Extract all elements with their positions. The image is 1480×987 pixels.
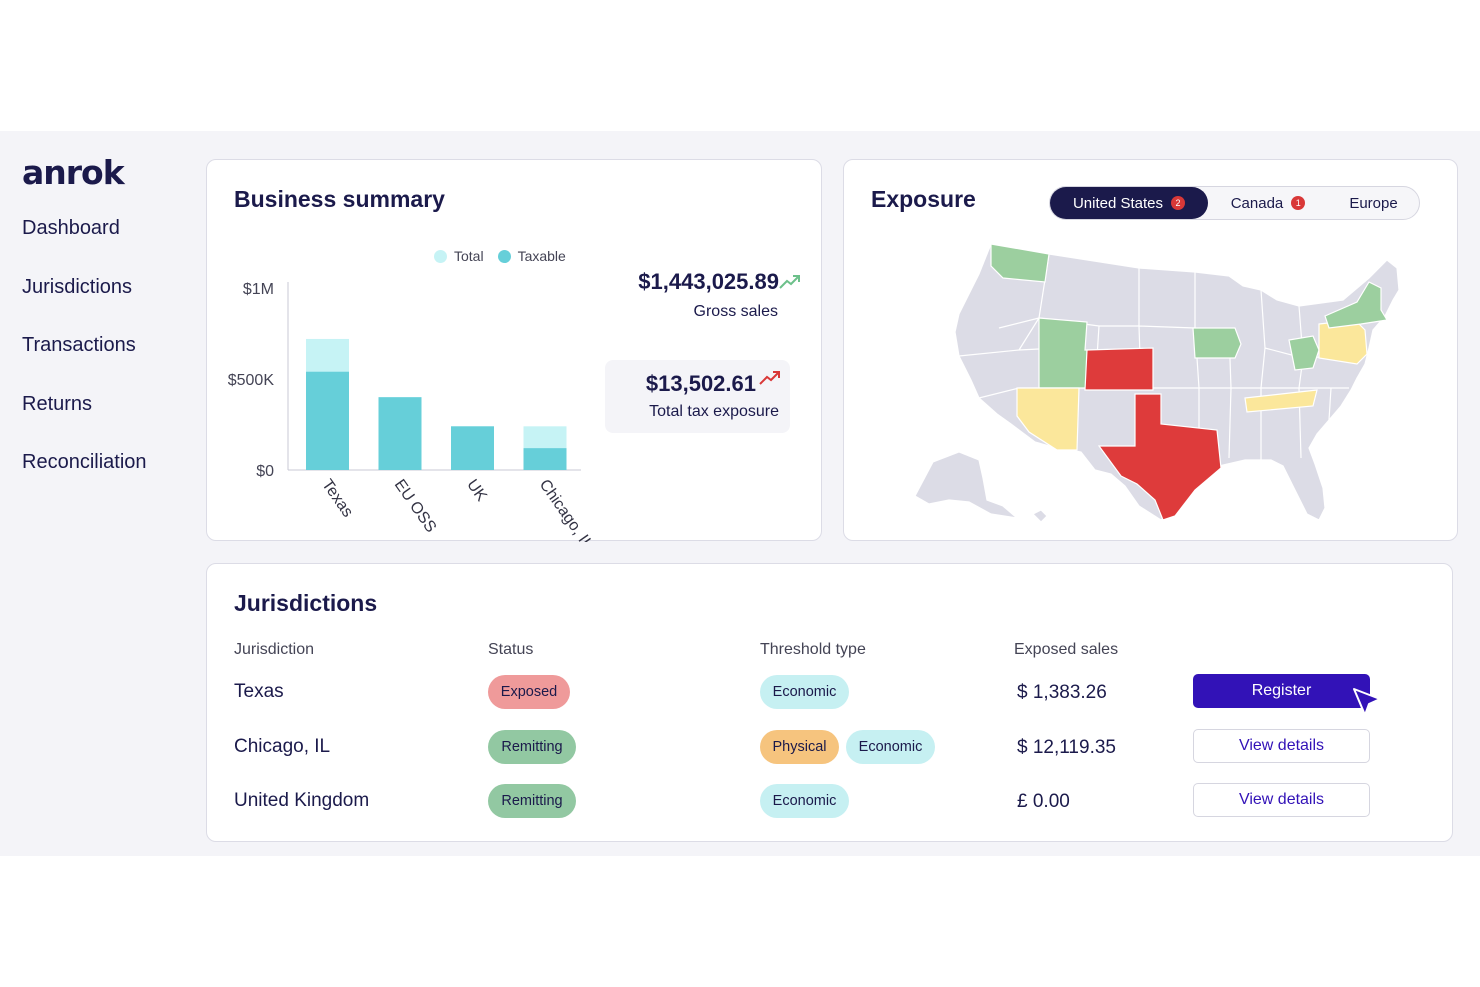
bar-taxable-0 — [306, 371, 349, 470]
state-tennessee-approaching — [1244, 389, 1318, 413]
trend-up-red-icon — [759, 371, 780, 385]
tax-exposure-value: $13,502.61 — [645, 371, 756, 396]
amount-value: 12,119.35 — [1032, 737, 1116, 758]
sidebar-item-dashboard[interactable]: Dashboard — [22, 217, 120, 239]
x-tick-label: Texas — [318, 477, 356, 521]
trend-up-green-icon — [779, 275, 800, 289]
gross-sales-value: $1,443,025.89 — [638, 269, 779, 294]
tab-canada-label: Canada — [1230, 194, 1284, 212]
tab-canada[interactable]: Canada 1 — [1208, 187, 1328, 219]
y-tick-label: $500K — [228, 372, 275, 389]
sidebar-item-transactions[interactable]: Transactions — [22, 334, 136, 356]
business-summary-title: Business summary — [234, 186, 445, 212]
jurisdictions-title: Jurisdictions — [234, 590, 378, 616]
amount-value: 1,383.26 — [1032, 682, 1107, 703]
tab-europe[interactable]: Europe — [1328, 187, 1419, 219]
legend-label-taxable: Taxable — [517, 248, 566, 264]
alaska-shape — [914, 451, 1019, 519]
tab-united-states[interactable]: United States 2 — [1050, 187, 1208, 219]
tab-united-states-label: United States — [1072, 194, 1164, 212]
y-tick-label: $0 — [256, 463, 274, 480]
sidebar-item-jurisdictions[interactable]: Jurisdictions — [22, 275, 133, 298]
col-header-status: Status — [488, 641, 534, 658]
x-tick-label: UK — [463, 477, 490, 505]
threshold-badge: Economic — [760, 675, 849, 709]
view-details-button[interactable]: View details — [1193, 729, 1370, 763]
state-arizona-approaching — [1016, 387, 1080, 451]
exposed-sales-amount: £ 0.00 — [1017, 791, 1070, 813]
exposure-card: Exposure United States 2 Canada 1 Europe — [843, 159, 1458, 541]
jurisdiction-name: Chicago, IL — [234, 736, 331, 757]
register-button[interactable]: Register — [1193, 674, 1370, 708]
state-newyork-registered — [1324, 281, 1388, 329]
tax-exposure-label: Total tax exposure — [649, 403, 779, 420]
table-row: Chicago, IL Remitting Physical Economic … — [207, 728, 1452, 768]
threshold-badge: Economic — [760, 784, 849, 818]
legend-swatch-taxable — [497, 249, 511, 263]
bar-taxable-2 — [451, 426, 494, 470]
app-shell: anrok Dashboard Jurisdictions Transactio… — [0, 131, 1480, 856]
state-texas-exposed — [1097, 393, 1222, 521]
tab-europe-label: Europe — [1349, 194, 1398, 212]
us-map-base — [954, 243, 1400, 521]
jurisdiction-name: United Kingdom — [234, 790, 370, 811]
legend-label-total: Total — [454, 248, 484, 264]
state-iowa-registered — [1192, 327, 1242, 359]
status-badge: Exposed — [488, 675, 570, 709]
col-header-threshold-type: Threshold type — [760, 641, 866, 658]
table-row: United Kingdom Remitting Economic £ 0.00… — [207, 782, 1452, 822]
region-tabs: United States 2 Canada 1 Europe — [1049, 186, 1420, 220]
threshold-badge: Physical — [760, 730, 839, 764]
state-ohio-registered — [1288, 335, 1320, 371]
bar-taxable-1 — [378, 397, 422, 470]
sidebar-item-returns[interactable]: Returns — [22, 392, 93, 415]
exposed-sales-amount: $ 12,119.35 — [1017, 737, 1116, 759]
pointer-cursor-icon — [1353, 688, 1381, 716]
business-summary-card: Business summary Total Taxable $0 $500K $1… — [206, 159, 822, 542]
legend-entry-taxable: Taxable — [497, 248, 566, 264]
status-badge: Remitting — [488, 784, 576, 818]
tab-canada-badge: 1 — [1291, 196, 1306, 210]
threshold-badge: Economic — [846, 730, 935, 764]
hawaii-shape — [1031, 509, 1048, 523]
legend-entry-total: Total — [434, 248, 484, 264]
view-details-button[interactable]: View details — [1193, 783, 1370, 817]
state-washington-registered — [990, 243, 1050, 283]
gross-sales-label: Gross sales — [693, 303, 778, 320]
amount-value: 0.00 — [1032, 791, 1070, 812]
bar-chart: $0 $500K $1M Texas EU OSS UK Chicago, IL — [228, 281, 596, 542]
status-badge: Remitting — [488, 730, 576, 764]
tab-united-states-badge: 2 — [1171, 196, 1186, 210]
exposed-sales-amount: $ 1,383.26 — [1017, 682, 1107, 704]
anrok-logo[interactable]: anrok — [22, 153, 125, 192]
currency-symbol: £ — [1017, 791, 1028, 812]
currency-symbol: $ — [1017, 737, 1028, 758]
jurisdictions-card: Jurisdictions Jurisdiction Status Thresh… — [206, 563, 1453, 842]
tax-exposure-box: $13,502.61 Total tax exposure — [605, 360, 790, 433]
y-tick-label: $1M — [243, 281, 274, 298]
sidebar-nav: Dashboard Jurisdictions Transactions Ret… — [22, 217, 147, 510]
us-exposure-map — [914, 243, 1400, 523]
x-tick-label: EU OSS — [391, 477, 440, 536]
currency-symbol: $ — [1017, 682, 1028, 703]
jurisdiction-name: Texas — [234, 681, 284, 702]
x-tick-label: Chicago, IL — [536, 477, 596, 542]
exposure-title: Exposure — [871, 186, 976, 212]
table-row: Texas Exposed Economic $ 1,383.26 Regist… — [207, 673, 1452, 713]
state-colorado-exposed — [1084, 347, 1154, 391]
bar-taxable-3 — [523, 448, 567, 470]
sidebar-item-reconciliation[interactable]: Reconciliation — [22, 451, 147, 473]
col-header-jurisdiction: Jurisdiction — [234, 641, 315, 658]
legend-swatch-total — [434, 249, 447, 263]
col-header-exposed-sales: Exposed sales — [1014, 641, 1119, 658]
chart-legend: Total Taxable — [434, 248, 580, 264]
